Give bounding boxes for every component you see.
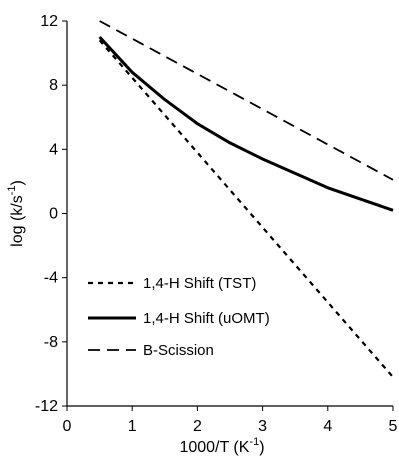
x-axis-title: 1000/T (K-1) xyxy=(179,436,264,456)
x-axis-title-suffix: ) xyxy=(259,439,264,456)
y-axis: 12 8 4 0 -4 -8 -12 xyxy=(35,13,68,415)
series-line-dashed xyxy=(99,20,394,181)
y-axis-title-sup: -1 xyxy=(6,185,18,195)
y-axis-title-suffix: ) xyxy=(9,180,26,185)
y-tick-label: 12 xyxy=(40,13,58,30)
x-tick-label: 5 xyxy=(389,418,398,435)
y-tick-label: 4 xyxy=(49,141,58,158)
series-line-dotted xyxy=(98,39,394,378)
x-tick-label: 4 xyxy=(323,418,332,435)
y-tick-label: -8 xyxy=(44,334,58,351)
y-axis-title: log (k/s-1) xyxy=(6,180,26,247)
series-lines xyxy=(98,20,394,378)
y-axis-title-main: log (k/s xyxy=(9,195,26,247)
y-tick-label: 8 xyxy=(49,77,58,94)
x-tick-label: 1 xyxy=(128,418,137,435)
x-tick-label: 3 xyxy=(258,418,267,435)
x-axis: 0 1 2 3 4 5 xyxy=(63,405,398,435)
y-tick-label: -4 xyxy=(44,270,58,287)
series-line-solid xyxy=(98,35,394,212)
y-tick-label: 0 xyxy=(49,206,58,223)
y-tick-label: -12 xyxy=(35,398,58,415)
x-tick-label: 0 xyxy=(63,418,72,435)
legend-label-tst: 1,4-H Shift (TST) xyxy=(143,275,256,292)
legend-label-b-scission: B-Scission xyxy=(143,342,214,359)
legend: 1,4-H Shift (TST) 1,4-H Shift (uOMT) B-S… xyxy=(88,275,270,359)
legend-label-uomt: 1,4-H Shift (uOMT) xyxy=(143,310,270,327)
x-tick-label: 2 xyxy=(193,418,202,435)
x-axis-title-sup: -1 xyxy=(249,436,259,448)
x-axis-title-main: 1000/T (K xyxy=(179,439,249,456)
